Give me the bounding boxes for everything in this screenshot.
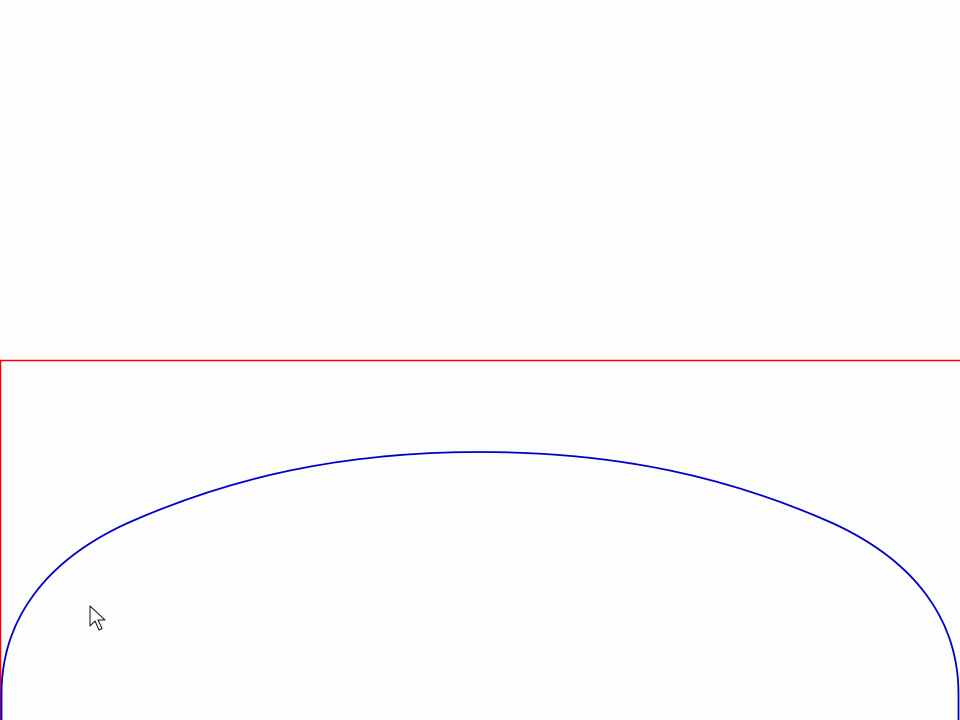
mouse-pointer-icon xyxy=(89,605,106,631)
red-rectangle-outline[interactable] xyxy=(0,359,960,720)
blue-ellipse-outline[interactable] xyxy=(0,451,960,720)
